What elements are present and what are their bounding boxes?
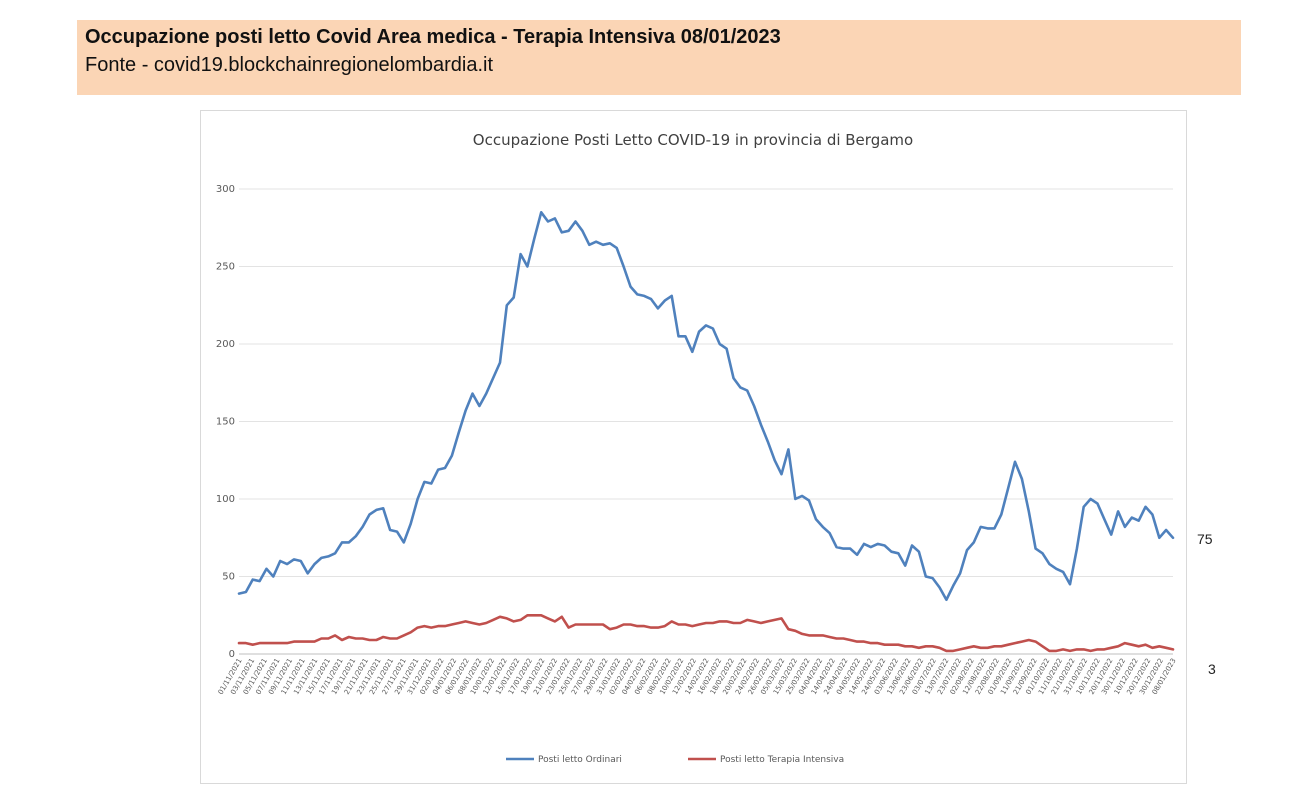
y-tick-label: 100 [216,494,235,505]
line-chart: Occupazione Posti Letto COVID-19 in prov… [216,131,1178,765]
series-line-terapia-intensiva [237,613,1175,653]
x-axis-ticks: 01/11/202103/11/202105/11/202107/11/2021… [217,657,1178,696]
y-tick-label: 250 [216,262,235,273]
legend: Posti letto Ordinari Posti letto Terapia … [506,755,844,765]
y-tick-label: 50 [222,572,235,583]
legend-label: Posti letto Ordinari [538,755,622,765]
y-tick-label: 200 [216,339,235,350]
gridlines [239,188,1173,655]
series-lines [237,211,1175,653]
banner-source: Fonte - covid19.blockchainregionelombard… [85,54,494,76]
y-tick-label: 150 [216,417,235,428]
legend-label: Posti letto Terapia Intensiva [720,755,844,765]
end-label-ordinari: 75 [1197,531,1213,547]
header-banner: Occupazione posti letto Covid Area medic… [77,20,1241,95]
series-line-ordinari [237,211,1175,602]
y-tick-label: 300 [216,184,235,195]
chart-title: Occupazione Posti Letto COVID-19 in prov… [473,131,913,149]
banner-title: Occupazione posti letto Covid Area medic… [85,26,781,48]
y-axis-ticks: 0 50 100 150 200 250 300 [216,184,235,660]
end-label-terapia: 3 [1208,661,1216,677]
y-tick-label: 0 [229,649,235,660]
chart-frame: Occupazione Posti Letto COVID-19 in prov… [200,110,1187,784]
